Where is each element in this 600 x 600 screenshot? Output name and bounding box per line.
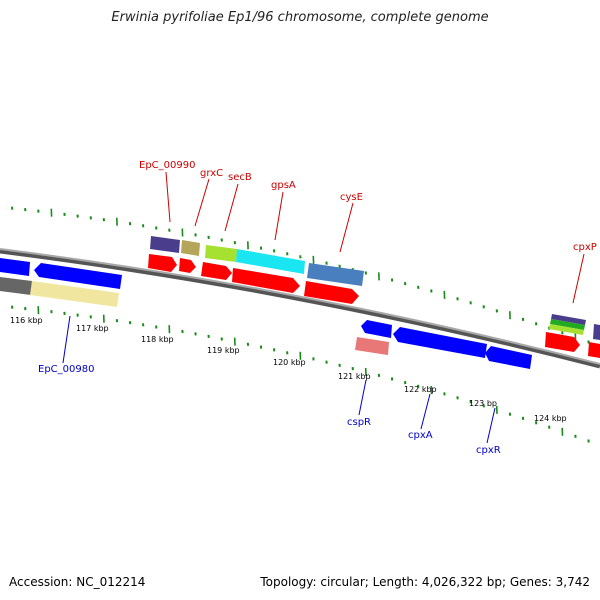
gene-label-cyse[interactable]: cysE: [340, 192, 363, 203]
scale-tick-label: 124 kbp: [534, 414, 567, 423]
reverse-strand-features: [0, 258, 532, 369]
reverse-gene-arrow[interactable]: [0, 258, 30, 276]
cds-arrow[interactable]: [545, 332, 580, 352]
cds-arrow[interactable]: [179, 258, 196, 273]
gene-label-cpxp[interactable]: cpxP: [573, 242, 597, 253]
scale-tick-label: 120 kbp: [273, 358, 306, 367]
scale-tick-label: 117 kbp: [76, 324, 109, 333]
gene-grxc-box[interactable]: [181, 240, 200, 256]
gene-label-cspr[interactable]: cspR: [347, 417, 371, 428]
gene-label-cpxr[interactable]: cpxR: [476, 445, 501, 456]
cds-arrow[interactable]: [148, 254, 177, 272]
accession-text: Accession: NC_012214: [9, 575, 146, 589]
gene-cpxp-stack-mid[interactable]: [550, 319, 585, 330]
gene-secb-box[interactable]: [205, 245, 237, 262]
gene-cpxp-stack-top[interactable]: [551, 314, 586, 325]
forward-strand-features: [148, 236, 600, 358]
forward-gene-labels: EpC_00990 grxC secB gpsA cysE cpxP: [139, 160, 597, 304]
gene-cyse-box[interactable]: [307, 263, 364, 286]
gene-gpsa-box[interactable]: [236, 249, 305, 274]
genome-summary: Topology: circular; Length: 4,026,322 bp…: [260, 575, 590, 589]
scale-tick-label: 121 kbp: [338, 372, 371, 381]
lower-tick-ring: [11, 305, 590, 443]
edge-cds-arrow[interactable]: [588, 342, 600, 358]
reverse-gene-arrow[interactable]: [485, 346, 532, 369]
reverse-gene-arrow[interactable]: [361, 320, 392, 338]
reverse-gene-arrow[interactable]: [34, 263, 122, 289]
scale-tick-label: 116 kbp: [10, 316, 43, 325]
cds-arrow[interactable]: [232, 268, 300, 293]
gene-label-cpxa[interactable]: cpxA: [408, 430, 433, 441]
chromosome-backbone: [0, 248, 600, 369]
gene-label-epc00980[interactable]: EpC_00980: [38, 364, 94, 375]
gene-cspr-box[interactable]: [355, 337, 389, 355]
cds-arrow[interactable]: [201, 262, 232, 280]
edge-reverse-gene[interactable]: [593, 324, 600, 340]
gene-label-grxc[interactable]: grxC: [200, 168, 223, 179]
gene-label-secb[interactable]: secB: [228, 172, 252, 183]
map-title: Erwinia pyrifoliae Ep1/96 chromosome, co…: [111, 10, 489, 25]
scale-labels: 116 kbp 117 kbp 118 kbp 119 kbp 120 kbp …: [10, 316, 567, 423]
reverse-gene-labels: EpC_00980 cspR cpxA cpxR: [38, 315, 501, 456]
scale-tick-label: 123 bp: [469, 399, 497, 408]
scale-tick-label: 122 kbp: [404, 385, 437, 394]
scale-tick-label: 119 kbp: [207, 346, 240, 355]
gene-epc00980-box[interactable]: [30, 281, 119, 307]
upper-tick-ring: [11, 206, 590, 344]
gene-cpxp-stack-bot[interactable]: [549, 324, 584, 335]
gene-epc00990-box[interactable]: [150, 236, 180, 253]
pseudo-gene-grey[interactable]: [0, 277, 32, 295]
gene-label-gpsa[interactable]: gpsA: [271, 180, 296, 191]
reverse-gene-arrow[interactable]: [393, 327, 487, 358]
cds-arrow[interactable]: [304, 281, 359, 304]
scale-tick-label: 118 kbp: [141, 335, 174, 344]
gene-label-epc00990[interactable]: EpC_00990: [139, 160, 195, 171]
